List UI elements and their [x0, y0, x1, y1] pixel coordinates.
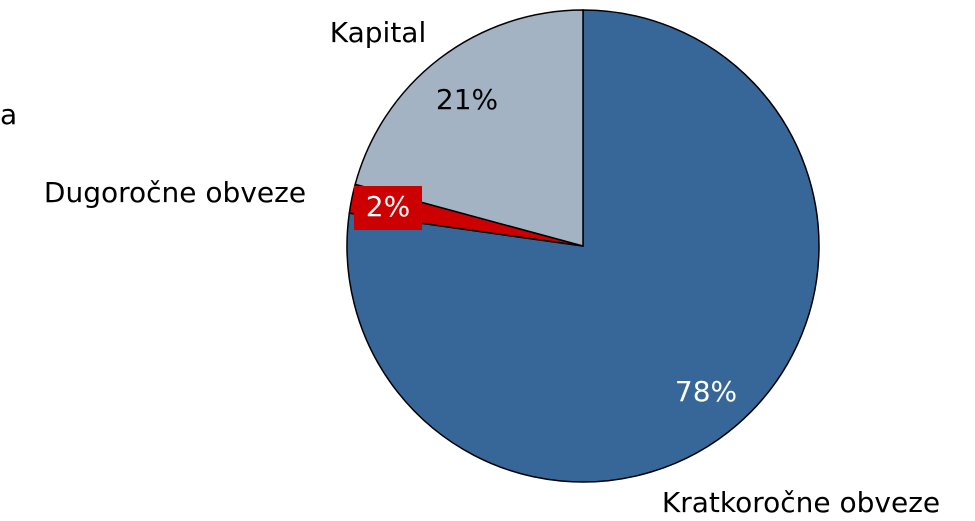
data-label: 2% [366, 190, 410, 223]
data-label: 21% [436, 83, 498, 116]
data-label: 78% [675, 375, 737, 408]
category-label: Kapital [330, 16, 427, 49]
label-box [354, 186, 422, 230]
category-label: Dugoročne obveze [44, 176, 306, 209]
annotation: a [0, 98, 17, 131]
category-label: Kratkoročne obveze [662, 486, 940, 519]
